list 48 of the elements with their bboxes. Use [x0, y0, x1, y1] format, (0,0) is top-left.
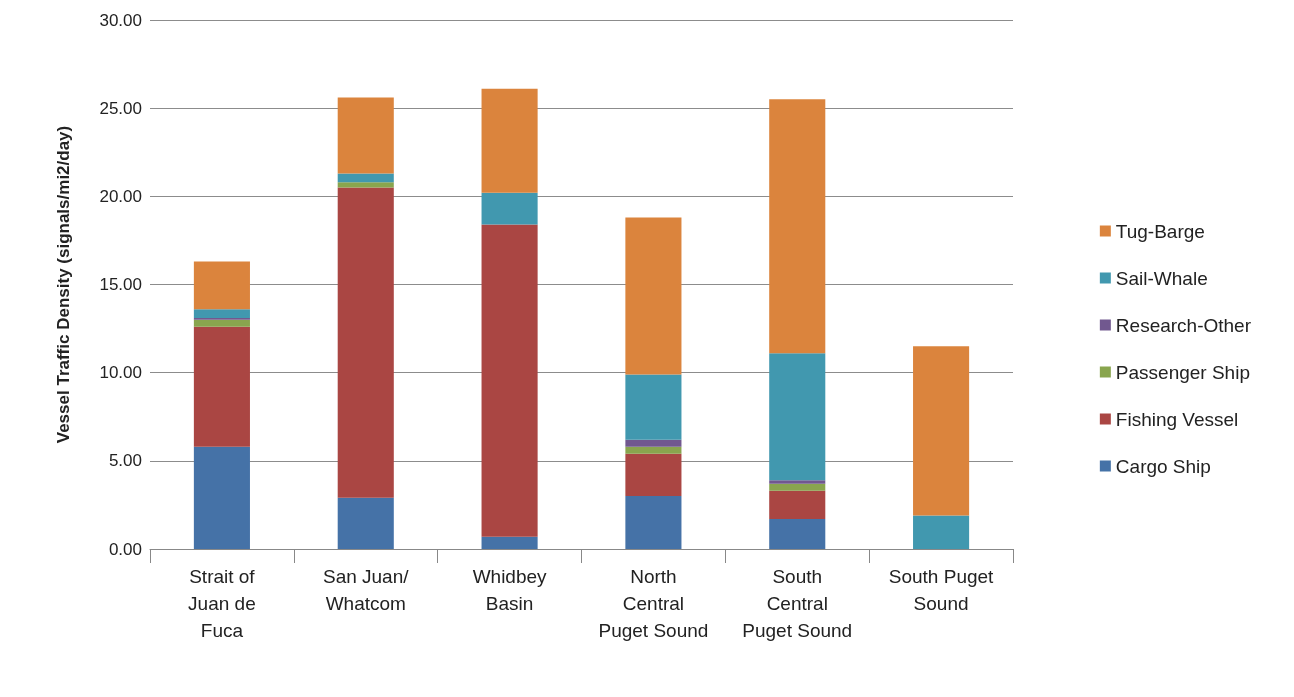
bar — [625, 439, 682, 447]
bar — [481, 536, 538, 549]
bar — [625, 496, 682, 549]
bar — [769, 490, 826, 520]
y-tick-label: 20.00 — [99, 186, 142, 206]
bar — [193, 326, 250, 447]
bar — [769, 519, 826, 549]
bar — [913, 515, 970, 549]
bar — [337, 173, 394, 183]
bar — [625, 453, 682, 497]
bar — [193, 319, 250, 327]
bar — [481, 192, 538, 225]
legend-label: Sail-Whale — [1115, 267, 1208, 289]
legend-label: Fishing Vessel — [1115, 408, 1239, 430]
bar — [625, 217, 682, 375]
y-tick-label: 10.00 — [99, 363, 142, 383]
y-axis-title: Vessel Traffic Density (signals/mi2/day) — [54, 125, 73, 444]
y-tick-label: 25.00 — [99, 98, 142, 118]
legend-label: Passenger Ship — [1115, 361, 1250, 383]
bar — [481, 88, 538, 193]
bar — [193, 446, 250, 549]
x-tick-label: San Juan/ Whatcom — [322, 566, 410, 614]
bar — [769, 480, 826, 484]
bar — [913, 346, 970, 516]
bar — [625, 374, 682, 440]
bar — [481, 224, 538, 537]
x-tick-label: North Central Puget Sound — [598, 566, 709, 641]
y-tick-label: 30.00 — [99, 10, 142, 30]
x-tick-label: South Central Puget Sound — [742, 566, 853, 641]
legend-label: Tug-Barge — [1115, 220, 1205, 242]
bar — [769, 99, 826, 354]
y-tick-label: 15.00 — [99, 275, 142, 294]
x-tick-label: South Puget Sound — [888, 566, 995, 614]
y-tick-label: 5.00 — [108, 451, 142, 471]
bar — [625, 446, 682, 454]
bar — [769, 353, 826, 481]
legend-label: Cargo Ship — [1115, 455, 1211, 477]
bar — [769, 483, 826, 491]
bar — [337, 497, 394, 549]
x-tick-label: Whidbey Basin — [472, 566, 548, 614]
x-tick-label: Strait of Juan de Fuca — [188, 566, 256, 641]
legend-label: Research-Other — [1115, 314, 1252, 336]
bar — [337, 187, 394, 498]
bar — [337, 182, 394, 188]
bar — [193, 261, 250, 310]
bar — [193, 309, 250, 318]
bar — [337, 97, 394, 174]
y-tick-label: 0.00 — [108, 539, 142, 559]
